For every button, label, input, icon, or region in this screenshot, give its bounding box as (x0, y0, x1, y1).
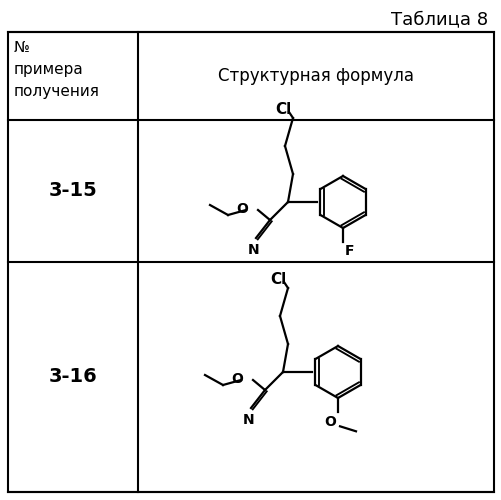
Text: Cl: Cl (275, 102, 291, 116)
Text: 3‑16: 3‑16 (49, 368, 97, 386)
Text: Структурная формула: Структурная формула (217, 67, 413, 85)
Text: N: N (242, 413, 255, 427)
Text: F: F (344, 244, 354, 258)
Text: O: O (235, 202, 247, 216)
Text: O: O (230, 372, 242, 386)
Text: N: N (247, 243, 260, 257)
Text: 3‑15: 3‑15 (49, 182, 97, 201)
Text: №
примера
получения: № примера получения (14, 40, 100, 100)
Text: O: O (324, 416, 335, 430)
Text: Cl: Cl (270, 272, 286, 286)
Text: Таблица 8: Таблица 8 (390, 10, 487, 28)
